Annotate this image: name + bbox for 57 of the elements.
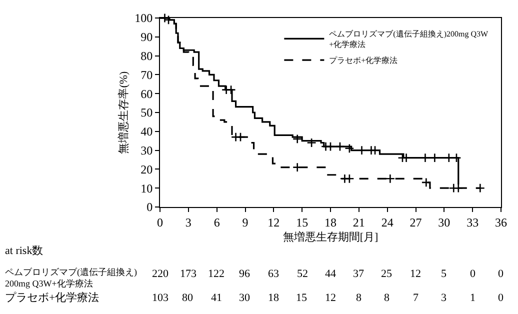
text: at risk数 — [5, 245, 44, 257]
legend-label: ペムブロリズマブ(遺伝子組換え)200mg Q3W +化学療法 — [329, 30, 489, 49]
text: 80 — [182, 292, 194, 304]
x-tick-label: 24 — [381, 215, 394, 230]
x-tick-label: 33 — [466, 215, 479, 230]
text: 122 — [208, 268, 224, 280]
text: 15 — [296, 292, 308, 304]
x-tick-label: 6 — [214, 215, 220, 230]
x-tick-label: 12 — [268, 215, 280, 230]
x-tick-label: 15 — [296, 215, 308, 230]
text: 1 — [470, 292, 476, 304]
text: 12 — [325, 292, 336, 304]
x-axis-title: 無増悪生存期間[月] — [282, 230, 378, 244]
y-tick-label: 60 — [140, 86, 153, 101]
text: 44 — [325, 268, 336, 280]
x-tick-label: 36 — [495, 215, 507, 230]
text: 0 — [498, 292, 504, 304]
text: 41 — [211, 292, 222, 304]
text: 3 — [441, 292, 447, 304]
text: 0 — [498, 268, 504, 280]
text: 5 — [441, 268, 447, 280]
y-tick-label: 50 — [140, 106, 153, 120]
text: 8 — [384, 292, 390, 304]
text: 96 — [239, 268, 250, 280]
x-tick-label: 9 — [242, 215, 248, 230]
y-axis-title: 無増悪生存率(%) — [117, 70, 130, 154]
text: 8 — [356, 292, 362, 304]
text: 173 — [180, 268, 197, 280]
y-tick-label: 10 — [140, 181, 153, 196]
y-tick-label: 100 — [134, 11, 153, 26]
y-tick-label: 70 — [140, 68, 153, 82]
text: 220 — [152, 268, 169, 280]
text: 7 — [413, 292, 419, 304]
text: 0 — [470, 268, 476, 280]
text: ペムブロリズマブ(遺伝子組換え) 200mg Q3W+化学療法 — [5, 267, 137, 289]
x-tick-label: 0 — [157, 215, 163, 230]
y-tick-label: 30 — [140, 144, 153, 158]
x-tick-label: 21 — [352, 215, 365, 230]
text: 103 — [152, 292, 169, 304]
text: 30 — [239, 292, 250, 304]
text: 25 — [381, 268, 392, 280]
text: 63 — [268, 268, 280, 280]
text: 18 — [268, 292, 280, 304]
y-tick-label: 40 — [140, 124, 153, 139]
y-tick-label: 80 — [140, 49, 153, 63]
y-tick-label: 90 — [140, 30, 153, 44]
x-tick-label: 27 — [410, 215, 422, 230]
text: 37 — [353, 268, 364, 280]
x-tick-label: 18 — [324, 215, 336, 230]
legend-label: プラセボ+化学療法 — [329, 56, 398, 66]
x-tick-label: 3 — [185, 215, 192, 230]
y-tick-label: 20 — [140, 162, 153, 176]
y-tick-label: 0 — [146, 200, 153, 214]
x-tick-label: 30 — [438, 215, 450, 230]
text: 12 — [410, 268, 421, 280]
text: プラセボ+化学療法 — [5, 291, 100, 304]
text: 52 — [297, 268, 308, 280]
